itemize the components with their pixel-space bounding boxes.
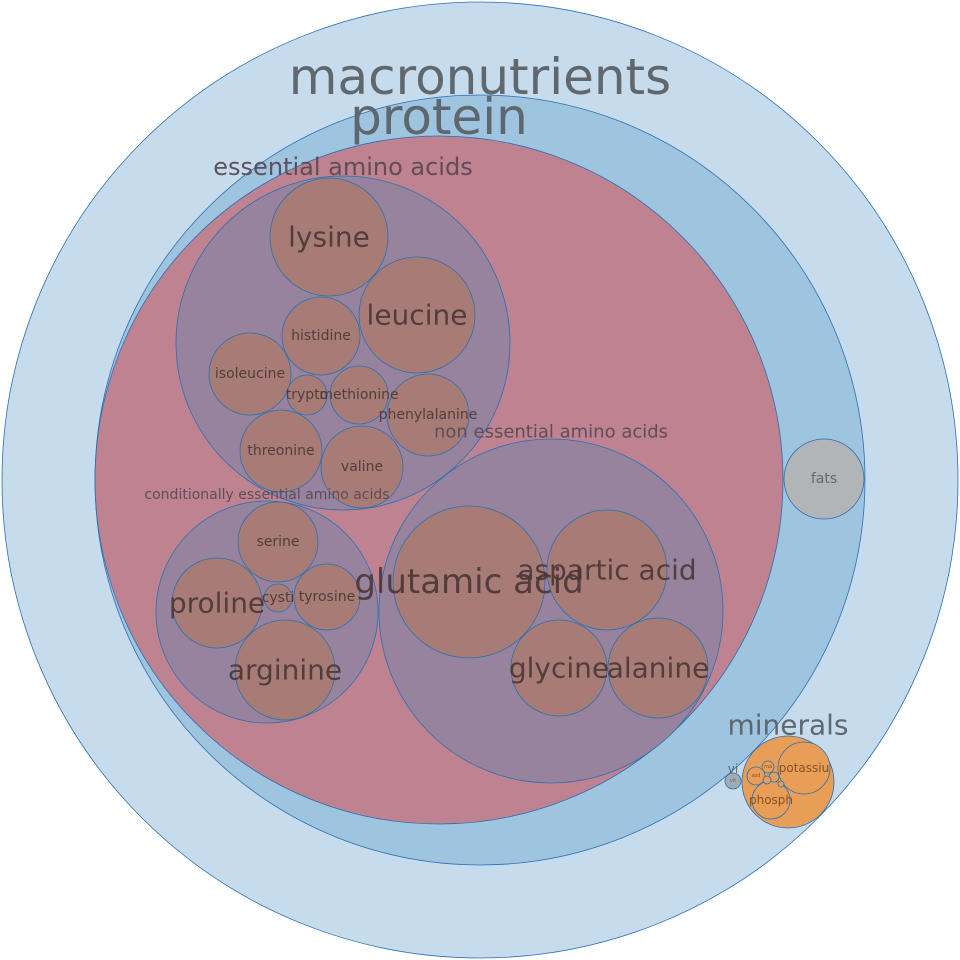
conditionally-essential-label: conditionally essential amino acids [144, 487, 389, 503]
methionine-label: methionine [319, 387, 398, 403]
alanine-label: alanine [607, 652, 710, 685]
arginine-label: arginine [228, 654, 342, 687]
threonine-circle[interactable] [239, 409, 323, 493]
cystine-label: cysti [262, 590, 295, 606]
potassium-circle[interactable] [777, 741, 831, 795]
vitamins-label: vi [728, 762, 738, 776]
tyrosine-circle[interactable] [293, 563, 361, 631]
glutamic-acid-circle[interactable] [392, 505, 546, 659]
phosphorus-label: phosph [749, 793, 793, 807]
alanine-circle[interactable] [607, 617, 709, 719]
non-essential-amino-acids-label: non essential amino acids [434, 422, 668, 443]
sodium-label: sod [752, 773, 761, 779]
potassium-label: potassiu [779, 761, 829, 775]
histidine-circle[interactable] [281, 296, 361, 376]
macronutrients-label: macronutrients [289, 48, 671, 106]
leucine-circle[interactable] [358, 256, 476, 374]
lysine-circle[interactable] [269, 177, 389, 297]
tryptophan-circle[interactable] [286, 374, 328, 416]
glycine-label: glycine [509, 652, 609, 685]
lysine-label: lysine [288, 221, 370, 254]
proline-label: proline [169, 587, 265, 620]
serine-circle[interactable] [237, 501, 319, 583]
phenylalanine-circle[interactable] [386, 373, 470, 457]
glutamic-acid-label: glutamic acid [354, 562, 583, 602]
vitamins-inner-label: vit [730, 778, 736, 784]
iron-circle[interactable] [762, 775, 772, 785]
magnesium-label: ma [764, 764, 772, 770]
proline-circle[interactable] [171, 557, 263, 649]
arginine-circle[interactable] [234, 619, 336, 721]
aspartic-acid-label: aspartic acid [517, 554, 696, 587]
protein-label: protein [350, 88, 528, 146]
magnesium-circle[interactable] [761, 760, 775, 774]
glycine-circle[interactable] [510, 619, 608, 717]
zinc-circle[interactable] [777, 780, 785, 788]
valine-label: valine [341, 459, 383, 475]
essential-amino-acids-label: essential amino acids [213, 153, 472, 181]
vitamins-circle[interactable] [724, 772, 742, 790]
tyrosine-label: tyrosine [299, 589, 355, 605]
isoleucine-label: isoleucine [215, 366, 285, 382]
threonine-label: threonine [247, 443, 314, 459]
valine-circle[interactable] [320, 425, 404, 509]
histidine-label: histidine [291, 328, 351, 344]
sodium-circle[interactable] [746, 766, 766, 786]
cystine-circle[interactable] [263, 583, 293, 613]
tryptophan-label: trypto [286, 387, 328, 403]
serine-label: serine [256, 534, 299, 550]
fats-circle[interactable] [783, 438, 865, 520]
leucine-label: leucine [367, 299, 468, 332]
phenylalanine-label: phenylalanine [379, 407, 478, 423]
minerals-label: minerals [727, 709, 848, 742]
fats-label: fats [811, 471, 837, 487]
aspartic-acid-circle[interactable] [546, 509, 668, 631]
methionine-circle[interactable] [329, 365, 389, 425]
isoleucine-circle[interactable] [208, 332, 292, 416]
